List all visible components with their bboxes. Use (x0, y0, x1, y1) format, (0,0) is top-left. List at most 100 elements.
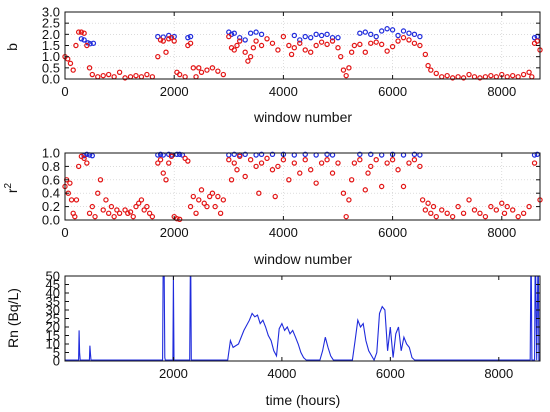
r2-series0-point (160, 152, 166, 158)
r2-series1-point (130, 213, 136, 220)
b-series1-point (275, 47, 281, 53)
r2-series1-point (95, 190, 101, 196)
b-series1-point (357, 41, 363, 48)
r2-xtick-label: 4000 (269, 225, 298, 240)
b-series0-point (313, 31, 319, 38)
r2-series1-point (127, 209, 134, 215)
r2-series1-point (340, 190, 347, 196)
b-series0-point (81, 37, 87, 43)
r2-series1-point (234, 167, 240, 173)
b-series1-point (466, 71, 472, 78)
b-series1-point (215, 68, 221, 74)
r2-series1-point (196, 197, 202, 203)
r2-series1-point (204, 203, 210, 210)
r2-series1-point (378, 183, 385, 190)
b-series1-point (346, 65, 352, 71)
b-series1-point (348, 49, 355, 55)
r2-series1-point (72, 213, 78, 220)
r2-series1-point (471, 207, 478, 213)
r2-series1-point (237, 153, 243, 160)
rn-xtick-label: 2000 (159, 366, 188, 381)
b-series1-point (171, 38, 177, 44)
r2-series1-point (256, 190, 262, 196)
r2-series1-point (439, 207, 445, 213)
b-series0-point (329, 34, 336, 41)
b-series0-point (400, 28, 407, 34)
b-series1-point (515, 74, 521, 80)
r2-series1-point (149, 213, 156, 220)
r2-series1-point (75, 163, 82, 170)
r2-series1-point (190, 193, 197, 200)
r2-series0-point (176, 151, 183, 158)
b-series1-point (182, 74, 188, 80)
r2-series1-point (136, 200, 142, 206)
r2-series1-point (258, 160, 265, 166)
rn-xlabel: time (hours) (266, 392, 341, 408)
rn-xtick-label: 4000 (267, 366, 296, 381)
r2-series1-point (362, 187, 368, 193)
r2-series1-point (520, 210, 527, 216)
r2-series1-point (488, 203, 494, 210)
r2-series1-point (297, 170, 303, 176)
b-series1-point (534, 38, 540, 44)
r2-series0-point (378, 152, 385, 158)
r2-series1-point (531, 160, 538, 166)
r2-series1-point (307, 167, 314, 173)
r2-series1-point (108, 203, 115, 210)
b-series1-point (176, 71, 183, 78)
r2-series1-point (460, 210, 467, 216)
b-series1-point (504, 74, 510, 80)
r2-series1-point (291, 160, 298, 166)
r2-series1-point (444, 210, 450, 216)
b-series1-point (400, 34, 407, 41)
r2-series1-point (425, 200, 431, 206)
rn-xtick-label: 8000 (484, 366, 513, 381)
b-series0-point (90, 40, 97, 46)
r2-series1-point (155, 160, 161, 166)
r2-series0-point (368, 151, 374, 158)
b-series0-point (357, 30, 363, 36)
r2-series1-point (357, 156, 363, 163)
b-series1-point (193, 74, 199, 80)
r2-series1-point (313, 180, 319, 186)
b-series1-point (384, 48, 390, 54)
r2-series1-point (215, 193, 221, 200)
b-series1-point (329, 38, 336, 44)
r2-series0-point (357, 151, 363, 158)
b-series1-point (482, 74, 489, 80)
r2-series1-point (275, 163, 281, 170)
r2-series1-point (373, 156, 379, 163)
b-series1-point (133, 72, 139, 79)
r2-series1-point (389, 156, 396, 163)
b-series1-point (78, 29, 85, 35)
b-series1-point (520, 71, 527, 78)
r2-series1-point (166, 160, 172, 166)
r2-series1-point (329, 170, 336, 176)
r2-series0-point (231, 151, 237, 158)
r2-series1-point (114, 207, 120, 213)
r2-series1-point (515, 213, 521, 220)
b-series1-point (234, 42, 240, 49)
b-series1-point (155, 53, 161, 60)
r2-series1-point (504, 203, 510, 210)
b-series1-point (86, 65, 93, 71)
b-series0-point (411, 31, 418, 38)
r2-series1-point (482, 213, 489, 220)
r2-series1-point (272, 193, 278, 200)
b-series1-point (395, 38, 401, 44)
b-series1-point (428, 67, 434, 73)
b-series0-point (378, 28, 385, 34)
b-series1-point (264, 36, 270, 42)
b-series1-point (343, 72, 349, 79)
r2-series1-point (346, 197, 352, 203)
b-series0-point (318, 32, 325, 39)
b-series0-point (368, 31, 374, 38)
r2-series1-point (348, 177, 355, 183)
r2-series1-point (220, 197, 227, 203)
r2-series0-point (157, 151, 164, 158)
b-series1-point (488, 72, 494, 79)
b-series1-point (166, 36, 172, 42)
b-series1-point (477, 75, 483, 81)
r2-series1-point (122, 207, 128, 213)
